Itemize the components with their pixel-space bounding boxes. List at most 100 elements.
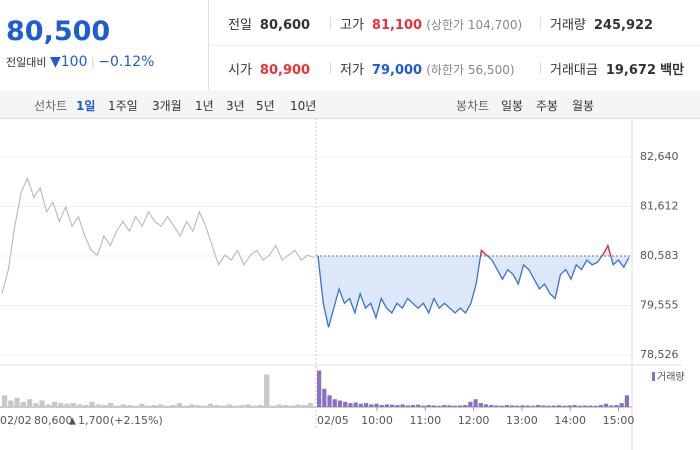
change-pct: −0.12% [98,54,155,70]
volume-bar [39,400,45,407]
volume-bar [515,405,520,407]
volume-bar [201,405,207,407]
volume-bar [276,404,282,407]
volume-bar [567,405,572,407]
volume-bar [457,405,463,407]
stat-label: 시가 [228,63,252,78]
volume-bar [358,403,363,407]
x-tick-label: 12:00 [458,414,490,427]
stat: 저가 79,000 (하한가 56,500) [340,59,515,78]
volume-bar [120,404,126,407]
volume-bar [89,401,95,407]
stat-value: 245,922 [593,18,654,33]
tab[interactable]: 일봉 [501,99,524,113]
volume-bar [421,405,426,407]
divider [540,17,541,29]
price: 80,500 [6,16,111,47]
volume-bar [176,403,182,407]
volume-bar [468,401,473,407]
volume-bar [108,403,114,407]
stat-value: 80,600 [259,18,311,33]
volume-bar [624,395,629,407]
volume-bar [45,404,51,407]
volume-bar [598,405,603,407]
volume-bar [95,404,101,407]
y-tick-label: 82,640 [640,150,679,163]
change-value: 100 [60,54,88,70]
volume-bar [126,405,133,407]
volume-bar [363,403,369,407]
tab[interactable]: 3개월 [152,99,182,113]
volume-bar [83,405,89,407]
volume-bar [70,403,76,407]
volume-bar [301,405,307,407]
volume-bar [395,405,400,407]
divider [540,62,541,74]
volume-bar [520,405,525,407]
volume-bar [327,395,332,407]
tab[interactable]: 주봉 [536,99,559,113]
tab[interactable]: 1주일 [108,99,138,113]
volume-bar [195,405,201,407]
volume-bar [337,400,343,407]
price-area [318,245,629,328]
tab-group-label: 봉차트 [456,99,490,113]
volume-bar [447,405,452,407]
volume-bar [525,405,530,407]
volume-bar [614,405,619,407]
volume-bar [463,405,468,407]
divider [330,62,331,74]
tab[interactable]: 10년 [290,99,317,113]
chart: 82,640 81,612 80,583 79,555 78,526 거래량 02/02 80… [0,118,700,450]
volume-bar [182,405,189,407]
volume-bar [257,405,264,407]
x-tick-label: 11:00 [409,414,441,427]
stat-value: 81,100 [371,18,423,33]
volume-bar [452,405,457,407]
tab[interactable]: 3년 [226,99,245,113]
tab[interactable]: 5년 [256,99,275,113]
volume-bar [619,403,624,407]
tab[interactable]: 1년 [195,99,214,113]
volume-bar [536,405,541,407]
volume-bar [551,405,556,407]
volume-bar [264,374,270,407]
volume-bar [593,405,598,407]
x-tick-label: 02/02 [0,414,32,427]
volume-bar [14,397,20,407]
quote-panel: 80,500 전일대비 ▼100 | −0.12% 전일 80,600 고가 81,1… [0,0,700,91]
price-line [1,176,315,294]
tab[interactable]: 1일 [76,99,96,113]
volume-bar [251,405,257,407]
volume-bar [189,404,195,407]
volume-bar [76,404,83,407]
volume-bar [317,370,322,407]
prev-change: 1,700 [78,414,110,427]
stat-note: (하한가 56,500) [426,63,515,77]
tab[interactable]: 월봉 [572,99,595,113]
volume-bar [164,405,170,407]
volume-bar [101,405,108,407]
volume-bar [562,405,567,407]
stat-value: 80,900 [259,63,311,78]
volume-bar [295,404,301,407]
volume-bar [332,399,337,407]
volume-bar [405,405,410,407]
volume-bar [483,404,489,407]
stat: 시가 80,900 [228,59,310,78]
volume-bar [289,405,295,407]
volume-bar [133,405,139,407]
volume-bar [374,403,379,407]
stat: 거래대금 19,672 백만 [550,59,684,78]
stat-label: 고가 [340,18,364,33]
volume-bar [151,405,157,407]
stat: 전일 80,600 [228,14,310,33]
volume-bar [603,403,609,407]
volume-bar [58,403,64,407]
volume-bar [510,405,515,407]
volume-bar [307,403,313,407]
volume-bar [232,405,239,407]
change: 전일대비 ▼100 | −0.12% [6,54,155,70]
volume-bar [322,388,327,407]
tab-group-label: 선차트 [34,99,68,113]
